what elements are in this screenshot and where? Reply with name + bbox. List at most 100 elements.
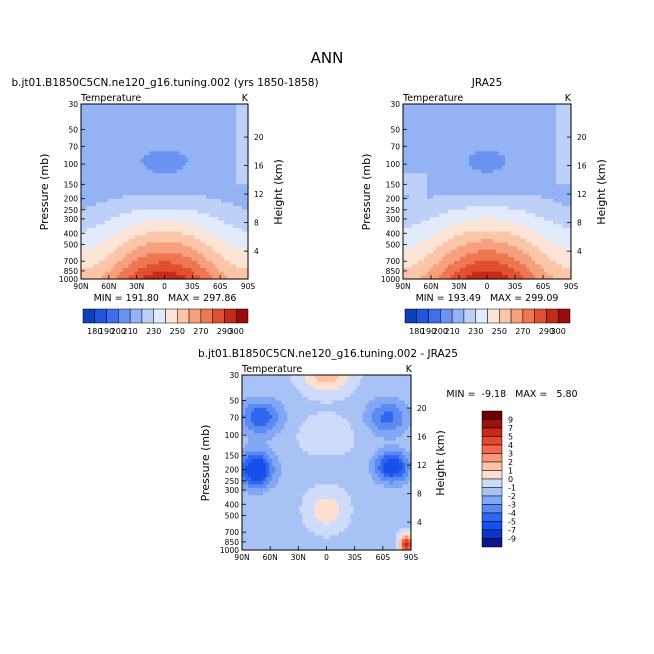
field-cell: [463, 114, 467, 120]
field-cell: [484, 176, 488, 182]
field-cell: [535, 136, 539, 142]
field-cell: [514, 104, 518, 109]
field-cell: [212, 257, 216, 262]
field-cell: [529, 155, 533, 160]
field-cell: [547, 155, 551, 160]
field-cell: [535, 169, 539, 174]
field-cell: [194, 191, 198, 196]
field-cell: [242, 249, 246, 255]
field-cell: [475, 165, 479, 171]
field-cell: [242, 264, 246, 269]
field-cell: [418, 238, 422, 244]
field-cell: [436, 165, 440, 171]
field-cell: [98, 268, 103, 273]
field-cell: [131, 136, 136, 142]
field-cell: [463, 238, 467, 244]
field-cell: [143, 242, 148, 247]
field-cell: [206, 220, 210, 225]
field-cell: [433, 217, 437, 222]
field-cell: [152, 238, 157, 244]
field-cell: [526, 140, 530, 145]
field-cell: [206, 191, 210, 196]
field-cell: [514, 125, 518, 131]
field-cell: [98, 191, 103, 196]
field-cell: [550, 191, 554, 196]
field-cell: [86, 136, 91, 142]
field-cell: [535, 227, 539, 233]
field-cell: [430, 180, 434, 185]
field-cell: [215, 246, 219, 251]
field-cell: [212, 158, 216, 163]
field-cell: [245, 169, 249, 174]
field-cell: [559, 173, 563, 178]
field-cell: [188, 158, 192, 163]
field-cell: [161, 111, 166, 116]
field-cell: [227, 217, 231, 222]
field-cell: [194, 275, 198, 280]
field-cell: [541, 224, 545, 229]
field-cell: [550, 195, 554, 200]
field-cell: [191, 191, 195, 196]
field-cell: [502, 187, 506, 193]
field-cell: [493, 238, 497, 244]
field-cell: [89, 227, 94, 233]
field-cell: [484, 227, 488, 233]
field-cell: [469, 151, 473, 156]
field-cell: [487, 104, 491, 109]
field-cell: [230, 206, 234, 211]
field-cell: [454, 118, 458, 123]
field-cell: [122, 169, 127, 174]
field-cell: [212, 220, 216, 225]
field-cell: [508, 118, 512, 123]
field-cell: [128, 231, 133, 236]
field-cell: [481, 202, 485, 207]
field-cell: [481, 187, 485, 193]
field-cell: [544, 107, 548, 112]
field-cell: [122, 253, 127, 258]
field-cell: [101, 198, 106, 204]
field-cell: [176, 104, 181, 109]
field-cell: [478, 220, 482, 225]
field-cell: [128, 144, 133, 149]
field-cell: [499, 114, 503, 120]
field-cell: [236, 125, 240, 131]
field-cell: [239, 158, 243, 163]
field-cell: [245, 238, 249, 244]
field-cell: [472, 122, 476, 127]
field-cell: [403, 111, 407, 116]
field-cell: [403, 118, 407, 123]
field-cell: [113, 257, 118, 262]
field-cell: [553, 242, 557, 247]
field-cell: [526, 180, 530, 185]
field-cell: [535, 151, 539, 156]
field-cell: [520, 144, 524, 149]
field-cell: [442, 184, 446, 189]
field-cell: [188, 144, 192, 149]
field-cell: [505, 107, 509, 112]
field-cell: [212, 111, 216, 116]
field-cell: [517, 184, 521, 189]
field-cell: [529, 144, 533, 149]
field-cell: [149, 151, 154, 156]
field-cell: [188, 202, 192, 207]
field-cell: [218, 253, 222, 258]
field-cell: [442, 213, 446, 218]
field-cell: [158, 104, 163, 109]
field-cell: [176, 238, 181, 244]
field-cell: [95, 224, 100, 229]
field-cell: [454, 144, 458, 149]
field-cell: [176, 118, 181, 123]
field-cell: [134, 162, 139, 167]
field-cell: [194, 242, 198, 247]
field-cell: [457, 180, 461, 185]
field-cell: [463, 202, 467, 207]
field-cell: [101, 195, 106, 200]
field-cell: [538, 169, 542, 174]
field-cell: [158, 195, 163, 200]
field-cell: [209, 198, 213, 204]
field-cell: [161, 231, 166, 236]
field-cell: [541, 206, 545, 211]
field-cell: [535, 118, 539, 123]
field-cell: [415, 158, 419, 163]
field-cell: [466, 227, 470, 233]
